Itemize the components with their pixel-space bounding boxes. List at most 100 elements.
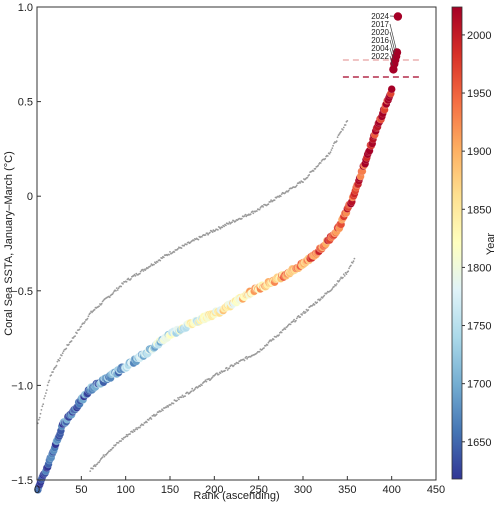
bound-point (214, 229, 217, 232)
bound-point (264, 344, 267, 347)
bound-point (122, 438, 124, 441)
bound-point (352, 260, 355, 263)
bound-point (181, 394, 184, 397)
bound-point (332, 144, 334, 147)
bound-point (87, 315, 90, 318)
bound-point (243, 215, 246, 217)
bound-point (96, 463, 99, 465)
bound-point (344, 124, 347, 126)
x-tick-label: 450 (427, 484, 445, 496)
y-tick-label: −1.5 (11, 475, 33, 487)
bound-point (299, 316, 302, 318)
bound-point (185, 243, 188, 246)
bound-point (272, 338, 275, 341)
bound-point (205, 380, 208, 383)
colorbar-tick-label: 1850 (467, 204, 491, 216)
bound-point (45, 389, 48, 391)
bound-point (74, 335, 76, 337)
y-tick-label: 0 (27, 191, 33, 203)
bound-point (92, 467, 94, 470)
bound-point (269, 200, 272, 203)
bound-point (149, 265, 152, 267)
bound-point (228, 221, 231, 224)
bound-point (84, 321, 86, 323)
year-label: 2016 (371, 36, 389, 45)
bound-point (89, 470, 92, 472)
bound-point (338, 279, 341, 282)
bound-point (99, 459, 101, 462)
bound-point (318, 299, 321, 302)
bound-point (162, 256, 165, 259)
bound-point (153, 413, 155, 416)
bound-point (178, 398, 180, 401)
bound-point (61, 352, 64, 355)
bound-point (125, 433, 128, 436)
bound-point (306, 176, 309, 179)
bound-point (353, 257, 356, 260)
year-label: 2022 (371, 52, 389, 61)
colorbar-ticks: 1650 1700 1750 1800 1850 1900 1950 2000 (462, 30, 491, 449)
bound-point (231, 221, 234, 224)
bound-point (319, 298, 322, 301)
x-tick-label: 200 (205, 484, 223, 496)
bound-point (324, 157, 327, 160)
bound-point (46, 384, 49, 387)
bound-point (207, 233, 210, 236)
bound-point (139, 426, 141, 429)
bound-point (351, 262, 354, 264)
colorbar-label: Year (485, 233, 497, 256)
bound-point (130, 278, 132, 280)
bound-point (280, 331, 283, 334)
bound-point (204, 379, 207, 382)
bound-point (273, 199, 276, 202)
bound-point (251, 210, 254, 213)
bound-point (307, 309, 310, 311)
bound-point (267, 203, 270, 206)
y-axis-label: Coral Sea SSTA, January–March (°C) (3, 151, 15, 336)
bound-point (37, 418, 40, 421)
x-tick-label: 300 (294, 484, 312, 496)
x-axis: 0 50 100 150 200 250 300 350 400 450 (34, 476, 445, 496)
bound-point (154, 262, 157, 265)
bound-point (186, 391, 189, 394)
bound-point (216, 372, 218, 375)
bound-point (125, 280, 128, 283)
bound-point (245, 355, 248, 358)
bound-point (292, 320, 295, 323)
bound-point (168, 253, 171, 256)
bound-point (347, 270, 350, 273)
bound-point (110, 448, 113, 451)
bound-point (59, 357, 61, 359)
x-axis-label: Rank (ascending) (193, 490, 279, 502)
bound-point (170, 404, 172, 406)
bound-point (331, 288, 334, 290)
bound-point (112, 446, 115, 449)
bound-point (275, 336, 278, 338)
bound-point (172, 402, 175, 405)
bound-point (193, 388, 196, 391)
bound-point (339, 278, 342, 280)
bound-point (219, 372, 222, 374)
bound-point (208, 377, 210, 380)
bound-point (78, 328, 81, 331)
bound-point (326, 292, 328, 294)
bound-point (343, 275, 346, 277)
bound-point (124, 435, 127, 438)
leader-line (389, 23, 398, 53)
data-point (387, 85, 396, 94)
bound-point (329, 151, 332, 154)
bound-point (162, 409, 164, 412)
bound-point (299, 182, 302, 184)
bound-point (193, 239, 195, 242)
bound-point (120, 440, 123, 442)
bound-point (323, 294, 326, 297)
bound-point (221, 226, 224, 229)
colorbar-tick-label: 1900 (467, 146, 491, 158)
bound-point (234, 363, 237, 365)
y-tick-label: −0.5 (11, 286, 33, 298)
bound-point (139, 272, 141, 275)
bound-point (122, 283, 124, 285)
bound-point (134, 275, 137, 277)
bound-point (139, 424, 142, 427)
bound-point (313, 303, 316, 306)
